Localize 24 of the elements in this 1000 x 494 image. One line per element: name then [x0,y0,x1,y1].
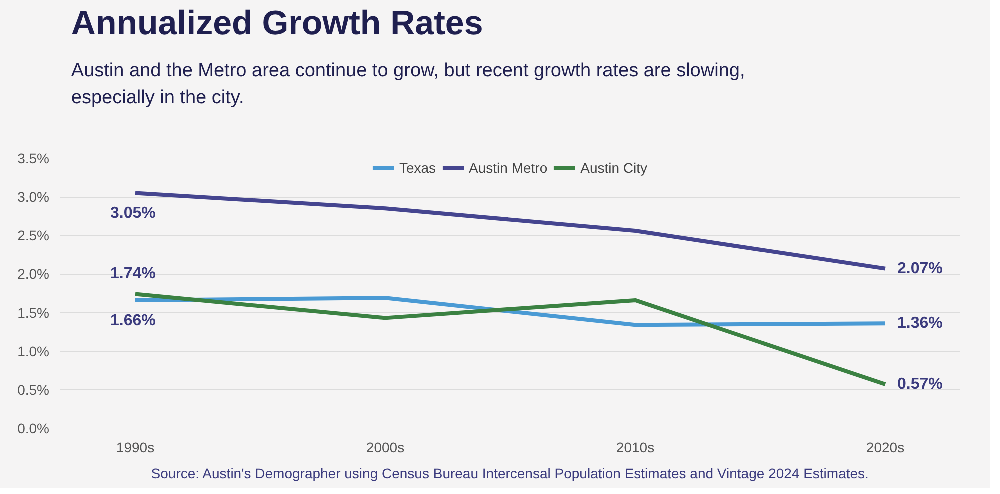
y-tick-label: 2.0% [18,266,50,282]
x-tick-label: 2010s [616,440,655,456]
y-tick-label: 1.0% [18,343,50,360]
x-tick-label: 2020s [866,440,905,456]
data-label: 3.05% [110,205,156,222]
data-label: 2.07% [898,260,943,278]
y-tick-label: 3.5% [18,150,50,166]
y-tick-label: 2.5% [18,228,50,244]
data-label: 1.36% [898,315,943,332]
data-label: 0.57% [898,376,943,394]
data-label: 1.66% [110,312,156,330]
y-tick-label: 1.5% [18,304,50,321]
legend-label: Austin City [580,160,648,176]
legend-label: Texas [399,160,436,176]
legend-label: Austin Metro [469,160,548,176]
chart-subtitle: Austin and the Metro area continue to grow, but recent growth rates are slowing, especially in the city. [71,60,746,108]
x-tick-label: 1990s [116,440,155,456]
source-note: Source: Austin's Demographer using Census Bureau Intercensal Population Estimates and Vintage 2024 Estimates. [151,466,869,482]
y-tick-label: 0.5% [18,382,50,398]
y-tick-label: 0.0% [18,420,50,436]
y-tick-label: 3.0% [18,189,50,206]
data-label: 1.74% [110,265,156,282]
x-tick-label: 2000s [366,440,405,456]
chart-title: Annualized Growth Rates [71,4,484,42]
